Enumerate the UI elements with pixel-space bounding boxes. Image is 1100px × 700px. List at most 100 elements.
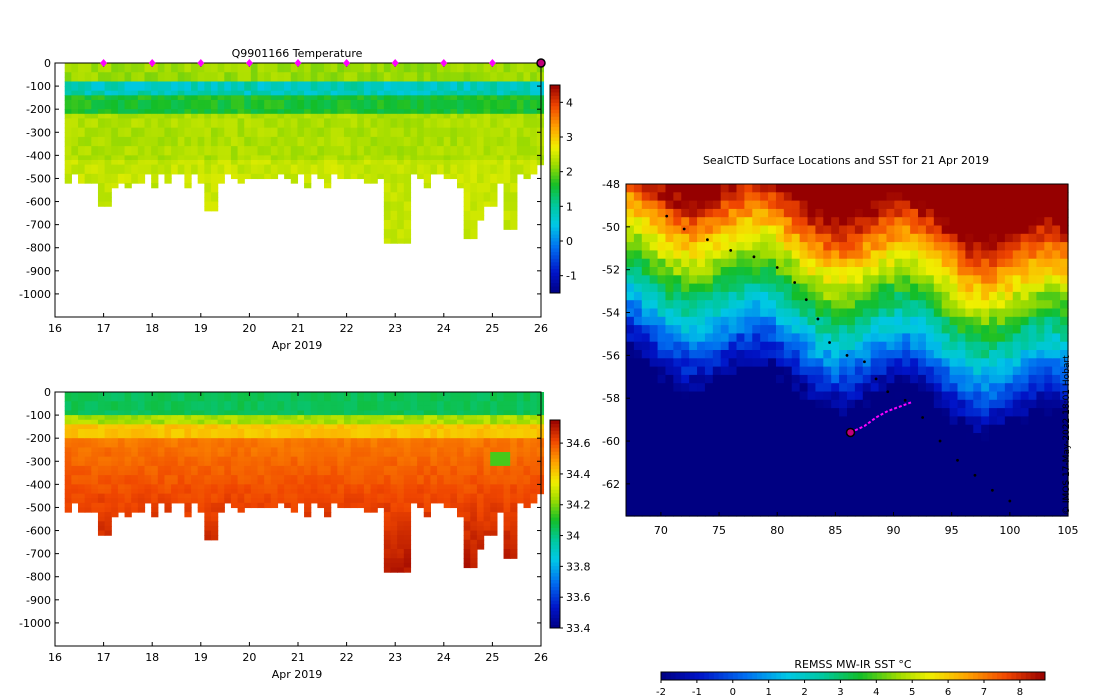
heatmap-cell [264, 150, 272, 156]
heatmap-cell [503, 123, 511, 129]
heatmap-cell [510, 155, 518, 161]
heatmap-cell [257, 136, 265, 143]
heatmap-cell [270, 461, 279, 467]
heatmap-cell [516, 401, 525, 407]
heatmap-cell [343, 72, 352, 78]
heatmap-cell [277, 447, 285, 453]
heatmap-cell [297, 95, 305, 101]
heatmap-cell [463, 132, 471, 138]
heatmap-cell [111, 396, 119, 402]
heatmap-cell [151, 461, 159, 467]
heatmap-cell [503, 113, 511, 120]
heatmap-cell [463, 104, 471, 110]
heatmap-cell [363, 95, 372, 101]
sst-cell [633, 474, 643, 484]
heatmap-cell [530, 123, 538, 129]
heatmap-cell [144, 118, 152, 124]
heatmap-cell [250, 475, 259, 481]
heatmap-cell [257, 164, 265, 170]
heatmap-cell [423, 484, 431, 490]
heatmap-cell [357, 410, 365, 416]
heatmap-cell [84, 72, 92, 78]
heatmap-cell [397, 206, 405, 212]
heatmap-cell [151, 456, 159, 462]
sst-cell [689, 441, 698, 451]
heatmap-cell [476, 507, 485, 513]
colorbar-segment [550, 617, 560, 622]
heatmap-cell [64, 410, 72, 416]
sst-cell [673, 283, 682, 293]
sst-cell [744, 466, 753, 476]
heatmap-cell [151, 415, 159, 421]
heatmap-cell [530, 99, 538, 106]
sst-cell [657, 374, 667, 384]
heatmap-cell [64, 146, 72, 152]
heatmap-cell [64, 456, 72, 462]
sst-cell [712, 474, 722, 484]
heatmap-cell [430, 488, 438, 495]
heatmap-cell [330, 392, 338, 398]
heatmap-cell [310, 150, 318, 156]
heatmap-cell [470, 470, 478, 476]
heatmap-cell [403, 498, 412, 504]
sst-cell [689, 192, 698, 202]
heatmap-cell [104, 104, 112, 110]
sst-cell [641, 457, 651, 467]
heatmap-cell [310, 433, 318, 439]
sst-cell [760, 457, 769, 467]
heatmap-cell [470, 498, 478, 504]
y-tick-label: -1000 [19, 288, 51, 301]
heatmap-cell [377, 86, 385, 92]
heatmap-cell [523, 132, 531, 138]
colorbar-segment [550, 220, 560, 225]
heatmap-cell [277, 127, 285, 133]
heatmap-cell [257, 456, 265, 462]
heatmap-cell [204, 159, 212, 166]
heatmap-cell [370, 488, 378, 495]
heatmap-cell [237, 159, 245, 166]
sst-cell [728, 267, 738, 276]
sst-cell [665, 192, 674, 202]
heatmap-cell [523, 136, 531, 143]
heatmap-cell [510, 72, 518, 78]
heatmap-cell [111, 109, 119, 115]
heatmap-cell [284, 155, 292, 161]
sst-cell [736, 242, 745, 251]
sst-cell [704, 499, 714, 509]
heatmap-cell [463, 479, 471, 485]
heatmap-cell [523, 150, 531, 156]
heatmap-cell [510, 113, 518, 120]
heatmap-cell [397, 535, 405, 541]
heatmap-cell [237, 164, 245, 170]
sst-cell [641, 474, 651, 484]
heatmap-cell [171, 169, 179, 175]
heatmap-cell [224, 401, 232, 407]
heatmap-cell [297, 141, 305, 147]
heatmap-cell [270, 392, 279, 398]
heatmap-cell [343, 401, 352, 407]
heatmap-cell [270, 401, 279, 407]
heatmap-cell [337, 132, 345, 138]
heatmap-cell [131, 159, 139, 166]
heatmap-cell [84, 465, 92, 472]
heatmap-cell [476, 99, 485, 106]
sst-cell [626, 449, 635, 459]
heatmap-cell [84, 81, 92, 87]
heatmap-cell [210, 72, 219, 78]
heatmap-cell [137, 465, 146, 472]
heatmap-cell [97, 479, 106, 485]
heatmap-cell [64, 136, 72, 143]
heatmap-cell [230, 401, 239, 407]
heatmap-cell [304, 512, 312, 518]
heatmap-cell [144, 465, 152, 472]
heatmap-cell [430, 146, 438, 152]
heatmap-cell [104, 493, 112, 499]
heatmap-cell [363, 146, 372, 152]
sst-cell [681, 267, 690, 276]
sst-cell [752, 482, 761, 492]
heatmap-cell [304, 424, 312, 430]
heatmap-cell [191, 424, 199, 430]
heatmap-cell [483, 530, 491, 536]
sst-cell [712, 300, 722, 310]
heatmap-cell [124, 428, 132, 435]
